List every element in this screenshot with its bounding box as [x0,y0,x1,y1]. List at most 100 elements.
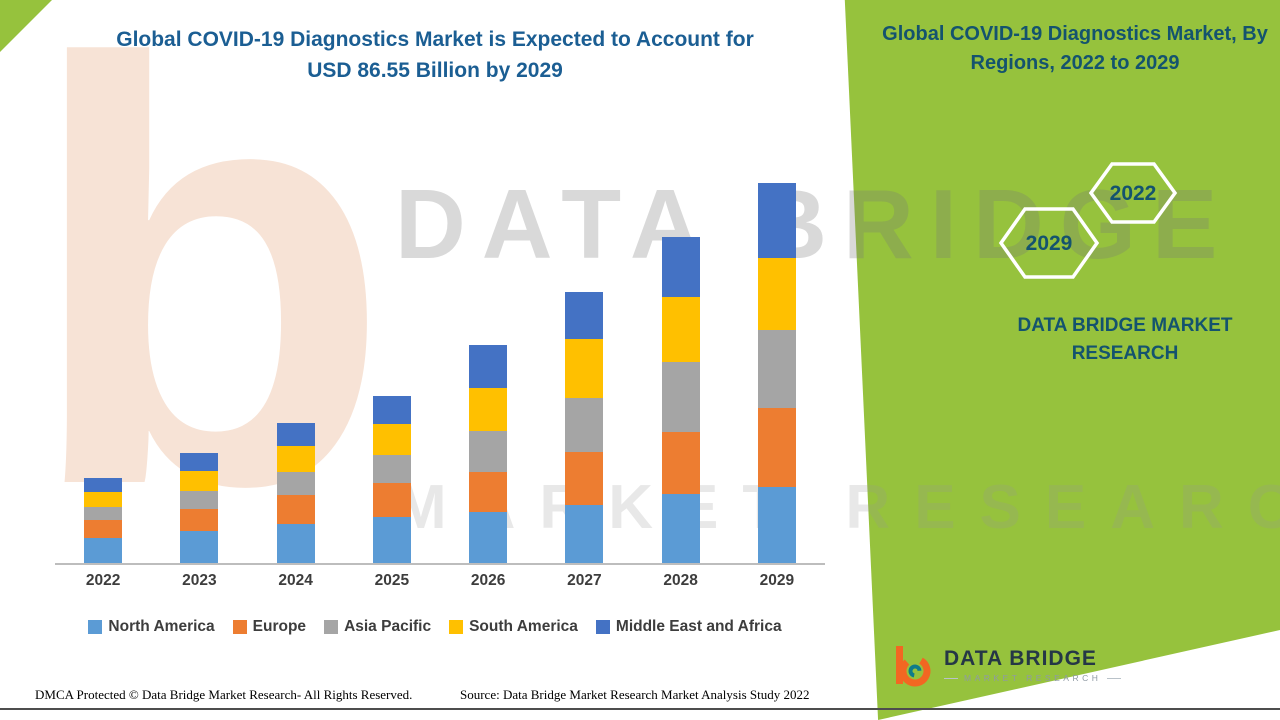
legend: North America Europe Asia Pacific South Ame… [40,618,830,636]
bar-segment-south-america [84,491,123,507]
bottom-divider [0,708,1280,710]
bar-segment-north-america [661,494,700,563]
bar-segment-asia-pacific [84,506,123,520]
legend-item-south-america: South America [449,618,578,636]
legend-label: South America [469,618,578,635]
bar-segment-south-america [565,339,604,399]
bar-segment-middle-east-and-africa [372,396,411,424]
bar-segment-europe [469,472,508,513]
bar-segment-middle-east-and-africa [84,477,123,492]
legend-swatch [324,620,339,634]
bar-column-2026 [440,90,536,563]
bar-segment-middle-east-and-africa [757,183,796,259]
legend-label: North America [108,618,215,635]
bar-segment-north-america [276,523,315,563]
bar-segment-north-america [469,512,508,563]
logo-subtitle: MARKET RESEARCH [964,673,1102,683]
stacked-bar-2029 [757,183,796,563]
chart-title: Global COVID-19 Diagnostics Market is Ex… [70,24,800,86]
stacked-bar-2027 [565,292,604,563]
bar-segment-asia-pacific [180,491,219,509]
legend-swatch [88,620,103,634]
bar-segment-north-america [565,505,604,563]
x-axis-label-2026: 2026 [470,572,506,589]
bar-segment-south-america [276,446,315,472]
bar-segment-middle-east-and-africa [180,452,219,472]
bar-segment-europe [180,508,219,532]
legend-item-europe: Europe [232,618,306,636]
dmca-notice: DMCA Protected © Data Bridge Market Rese… [35,687,413,702]
bar-segment-asia-pacific [372,454,411,483]
x-axis-label-2024: 2024 [278,572,313,589]
bar-segment-middle-east-and-africa [469,345,508,389]
logo-text-block: DATA BRIDGE MARKET RESEARCH [944,647,1122,683]
legend-item-north-america: North America [88,618,215,636]
bar-segment-middle-east-and-africa [661,236,700,297]
x-axis-label-2022: 2022 [85,572,121,589]
bar-segment-asia-pacific [276,471,315,495]
legend-label: Middle East and Africa [615,618,782,635]
logo-name: DATA BRIDGE [944,647,1097,670]
bar-segment-europe [565,452,604,506]
stacked-bar-2025 [372,396,411,563]
bar-column-2027 [536,90,632,563]
legend-swatch [595,620,610,634]
plot-area [55,90,825,565]
x-axis-labels: 2022 2023 2024 2025 2026 2027 2028 2029 [55,572,825,590]
legend-item-middle-east-and-africa: Middle East and Africa [595,618,782,636]
source-note: Source: Data Bridge Market Research Mark… [460,687,810,702]
bar-segment-south-america [661,296,700,363]
stacked-bar-2024 [276,422,315,563]
bar-segment-north-america [757,487,796,563]
stacked-bar-2028 [661,236,700,563]
year-hexagons: 2029 2022 [998,162,1178,279]
legend-swatch [449,620,464,634]
logo-subtitle-line-left [944,677,958,679]
bar-segment-asia-pacific [565,398,604,453]
bar-segment-north-america [180,531,219,563]
hexagon-2029 [998,207,1100,279]
logo-subtitle-row: MARKET RESEARCH [944,673,1122,683]
x-axis-label-2027: 2027 [567,572,602,589]
bar-segment-middle-east-and-africa [276,422,315,447]
hexagon-2029-label: 2029 [1026,232,1073,255]
legend-label: Asia Pacific [344,618,432,635]
x-axis-label-2025: 2025 [374,572,410,589]
x-axis-label-2028: 2028 [663,572,698,589]
legend-item-asia-pacific: Asia Pacific [324,618,431,636]
bar-segment-middle-east-and-africa [565,292,604,340]
side-panel-brand: DATA BRIDGE MARKET RESEARCH [1017,315,1233,364]
x-axis-label-2029: 2029 [759,572,795,589]
stacked-bar-2026 [469,345,508,563]
bar-segment-north-america [372,516,411,563]
stacked-bar-2023 [180,452,219,563]
bar-segment-asia-pacific [661,362,700,433]
bar-column-2025 [344,90,440,563]
bar-column-2024 [248,90,344,563]
logo-subtitle-line-right [1107,677,1122,679]
bar-segment-asia-pacific [469,431,508,473]
chart-title-line1: Global COVID-19 Diagnostics Market is Ex… [116,28,754,51]
logo-b-icon [896,646,931,687]
bar-segment-south-america [469,388,508,432]
bar-column-2023 [151,90,247,563]
bar-column-2022 [55,90,151,563]
bar-segment-europe [276,495,315,524]
hexagon-2022-label: 2022 [1110,182,1157,205]
corner-decoration [0,0,52,52]
company-logo: DATA BRIDGE MARKET RESEARCH [888,642,1122,688]
bar-segment-south-america [180,471,219,492]
bar-column-2029 [729,90,825,563]
x-axis-label-2023: 2023 [182,572,217,589]
bar-segment-asia-pacific [757,330,796,409]
side-panel-title: Global COVID-19 Diagnostics Market, By R… [882,23,1268,74]
bar-segment-europe [661,432,700,495]
stacked-bar-2022 [84,477,123,563]
bar-segment-south-america [372,423,411,455]
chart-title-line2: USD 86.55 Billion by 2029 [307,59,563,82]
bar-segment-europe [84,520,123,538]
bar-column-2028 [633,90,729,563]
bar-segment-south-america [757,258,796,331]
